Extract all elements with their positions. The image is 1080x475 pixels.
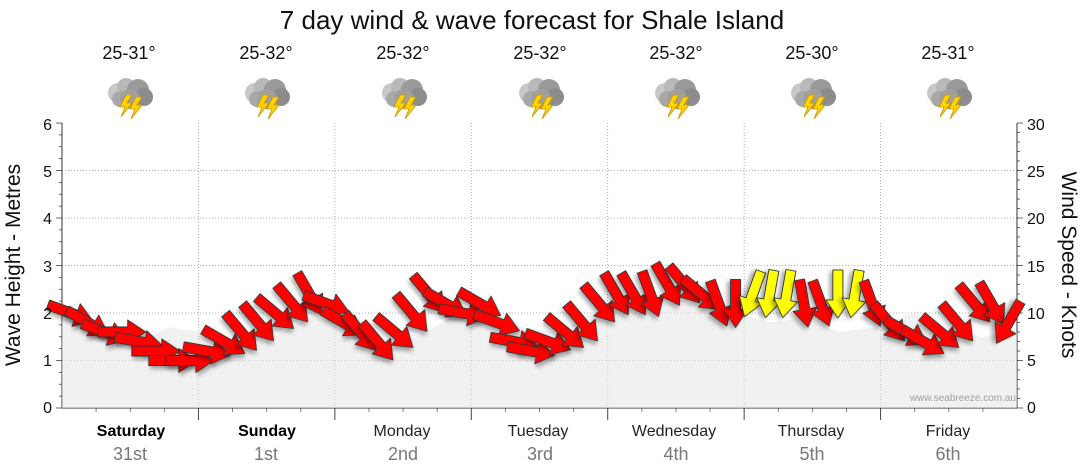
wind-arrow	[543, 312, 584, 348]
wind-arrow	[472, 309, 520, 337]
wind-arrow	[773, 269, 799, 319]
wind-arrow	[200, 324, 246, 356]
wind-arrow	[523, 328, 572, 356]
right-tick-label: 20	[1027, 211, 1045, 228]
right-tick-label: 5	[1027, 353, 1036, 370]
chart-title: 7 day wind & wave forecast for Shale Isl…	[280, 5, 784, 35]
wind-arrow	[636, 269, 665, 318]
left-tick-label: 3	[43, 259, 52, 276]
wind-arrow	[723, 279, 749, 328]
thunderstorm-icon	[518, 77, 565, 120]
left-tick-label: 6	[43, 117, 52, 134]
wind-arrow	[562, 300, 598, 342]
wind-arrow	[272, 281, 309, 323]
day-label: Tuesday	[508, 423, 569, 440]
temp-range-day-5: 25-32°	[649, 43, 702, 63]
day-label: Thursday	[778, 423, 845, 440]
day-label: Sunday	[238, 423, 296, 440]
thunderstorm-icon	[654, 77, 701, 120]
wind-arrow	[357, 319, 394, 361]
right-tick-label: 25	[1027, 164, 1045, 181]
wind-arrow	[579, 281, 616, 323]
date-label: 2nd	[388, 444, 418, 464]
wind-arrow	[918, 312, 960, 348]
wind-arrow	[994, 298, 1026, 344]
wind-arrow	[616, 270, 648, 316]
thunderstorm-icon	[926, 77, 973, 120]
temp-range-day-6: 25-30°	[785, 43, 838, 63]
right-tick-label: 10	[1027, 306, 1045, 323]
wind-arrow	[599, 270, 631, 316]
wind-arrow	[807, 278, 835, 327]
thunderstorm-icon	[381, 77, 428, 120]
x-axis-days: Saturday Sunday Monday Tuesday Wednesday…	[97, 423, 970, 464]
wind-arrow	[650, 260, 682, 306]
temp-range-day-2: 25-32°	[239, 43, 292, 63]
right-tick-label: 0	[1027, 400, 1036, 417]
right-axis-title: Wind Speed - Knots	[1057, 172, 1080, 359]
wind-arrow	[974, 279, 1006, 325]
day-label: Wednesday	[632, 423, 716, 440]
wind-arrow	[937, 300, 974, 342]
wind-arrow	[182, 339, 232, 365]
wind-arrow	[738, 269, 767, 318]
left-tick-label: 2	[43, 306, 52, 323]
date-label: 5th	[799, 444, 824, 464]
temp-range-day-7: 25-31°	[921, 43, 974, 63]
wind-arrow	[841, 269, 867, 319]
left-tick-label: 0	[43, 400, 52, 417]
left-tick-label: 4	[43, 211, 52, 228]
wind-arrow	[899, 324, 945, 356]
left-axis: 0 1 2 3 4 5 6	[43, 117, 52, 417]
wind-arrow	[506, 339, 556, 365]
right-tick-label: 30	[1027, 117, 1045, 134]
wind-arrow	[391, 290, 428, 332]
date-label: 4th	[663, 444, 688, 464]
day-header: 25-31° 25-32° 25-32° 25-32° 25-32° 25-30…	[102, 43, 975, 120]
left-tick-label: 5	[43, 164, 52, 181]
date-label: 3rd	[527, 444, 553, 464]
date-label: 31st	[113, 444, 147, 464]
temp-range-day-3: 25-32°	[376, 43, 429, 63]
wind-arrows	[45, 260, 1026, 373]
wind-arrow	[756, 269, 781, 319]
thunderstorm-icon	[790, 77, 837, 120]
wind-arrow	[792, 278, 818, 328]
day-label: Monday	[374, 423, 431, 440]
wind-arrow	[238, 300, 274, 342]
watermark: www.seabreeze.com.au	[909, 393, 1016, 404]
date-label: 6th	[935, 444, 960, 464]
wind-arrow	[372, 312, 414, 348]
wind-arrow	[253, 293, 295, 329]
wind-arrow	[954, 281, 991, 323]
thunderstorm-icon	[244, 77, 291, 120]
wind-arrow	[221, 309, 257, 351]
left-tick-label: 1	[43, 353, 52, 370]
temp-range-day-1: 25-31°	[102, 43, 155, 63]
temp-range-day-4: 25-32°	[513, 43, 566, 63]
date-label: 1st	[254, 444, 278, 464]
wind-arrow	[705, 278, 733, 327]
right-axis: 0 5 10 15 20 25 30	[1027, 117, 1045, 417]
left-axis-title: Wave Height - Metres	[2, 164, 25, 366]
day-label: Saturday	[97, 423, 166, 440]
day-label: Friday	[926, 423, 970, 440]
right-tick-label: 15	[1027, 259, 1045, 276]
thunderstorm-icon	[107, 77, 154, 120]
